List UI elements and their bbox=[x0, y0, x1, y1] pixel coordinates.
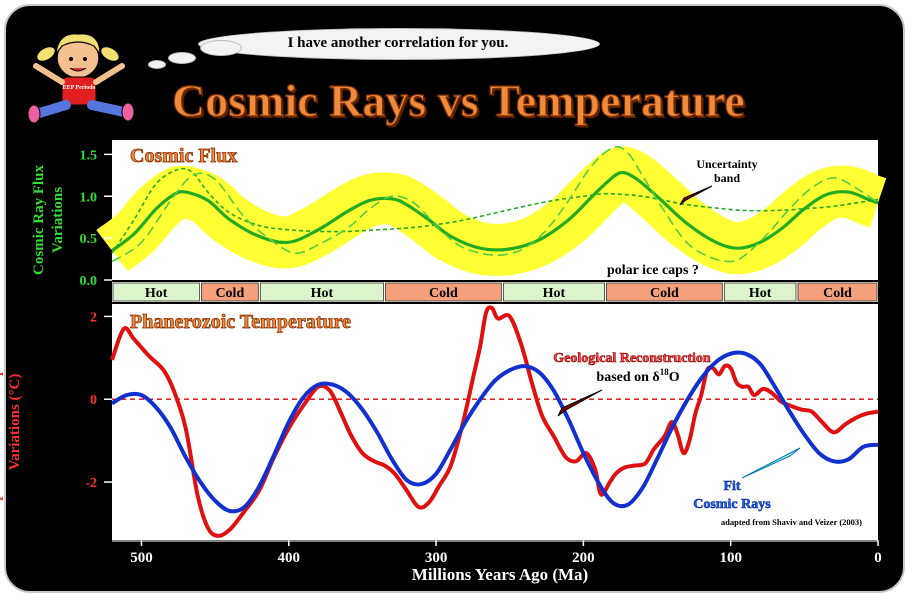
x-axis-title: Millions Years Ago (Ma) bbox=[411, 565, 589, 584]
lower-y-tick-label: 2 bbox=[90, 310, 97, 325]
climate-band-text: Cold bbox=[429, 286, 458, 301]
uncertainty-label-line1: Uncertainty bbox=[696, 157, 757, 171]
climate-band-hot bbox=[723, 282, 797, 302]
x-tick-label: 400 bbox=[278, 550, 301, 566]
flux-series-line-long-dashed bbox=[111, 146, 879, 263]
speech-bubble-text: I have another correlation for you. bbox=[287, 35, 509, 51]
climate-band-text: Hot bbox=[145, 286, 168, 301]
climate-band-cold bbox=[797, 282, 878, 302]
climate-band-label: polar ice caps ? bbox=[607, 263, 699, 278]
lower-y-tick-label: 0 bbox=[90, 393, 97, 408]
fit-series-label-line2: Cosmic Rays bbox=[693, 497, 771, 512]
uncertainty-label-line2: band bbox=[714, 171, 740, 185]
climate-band-text: Cold bbox=[823, 286, 852, 301]
upper-y-tick-label: 0.5 bbox=[80, 232, 98, 247]
lower-y-tick-label: -2 bbox=[85, 476, 97, 491]
fit-series-label-line1: Fit bbox=[723, 479, 740, 494]
flux-series-line-dashed bbox=[111, 167, 879, 254]
cosmic-ray-fit-line bbox=[110, 350, 879, 514]
x-tick-label: 100 bbox=[719, 550, 742, 566]
upper-y-tick-label: 0.0 bbox=[80, 274, 98, 289]
climate-band-text: Hot bbox=[749, 286, 772, 301]
mascot-figure: EEP Periodo bbox=[28, 33, 135, 124]
climate-band-text: Cold bbox=[215, 286, 244, 301]
climate-band-cold bbox=[385, 282, 502, 302]
mascot-shirt-text: EEP Periodo bbox=[63, 85, 96, 91]
lower-panel-title: Phanerozoic Temperature bbox=[130, 311, 351, 333]
cloud-shape bbox=[198, 28, 600, 60]
flux-series-line-solid bbox=[111, 170, 879, 252]
climate-band-cold bbox=[606, 282, 723, 302]
geological-arrow bbox=[557, 389, 603, 417]
x-tick-label: 300 bbox=[425, 550, 448, 566]
climate-band-cold bbox=[200, 282, 259, 302]
cloud-puff bbox=[200, 40, 242, 56]
upper-y-tick-label: 1.0 bbox=[80, 190, 98, 205]
credit-text: adapted from Shaviv and Veizer (2003) bbox=[721, 517, 862, 527]
climate-band-text: Hot bbox=[311, 286, 334, 301]
lower-plot-area bbox=[112, 304, 878, 540]
geological-series-label: Geological Reconstruction bbox=[553, 351, 711, 366]
upper-panel-title: Cosmic Flux bbox=[130, 145, 237, 167]
cloud-puff bbox=[148, 60, 166, 69]
fit-arrow bbox=[741, 447, 801, 479]
x-tick-label: 0 bbox=[874, 550, 882, 566]
climate-band-hot bbox=[259, 282, 384, 302]
uncertainty-arrow bbox=[679, 185, 713, 206]
geological-series-subtitle: based on δ18O bbox=[596, 367, 679, 385]
climate-band-hot bbox=[502, 282, 605, 302]
speech-bubble: I have another correlation for you. bbox=[198, 26, 600, 60]
upper-y-tick-label: 1.5 bbox=[80, 148, 98, 163]
climate-band-text: Hot bbox=[543, 286, 566, 301]
climate-band-text: Cold bbox=[650, 286, 679, 301]
climate-band-hot bbox=[112, 282, 200, 302]
slide-title: Cosmic Rays vs Temperature bbox=[171, 74, 745, 126]
x-tick-label: 500 bbox=[130, 550, 153, 566]
x-tick-label: 200 bbox=[572, 550, 595, 566]
cloud-puff bbox=[168, 52, 196, 64]
